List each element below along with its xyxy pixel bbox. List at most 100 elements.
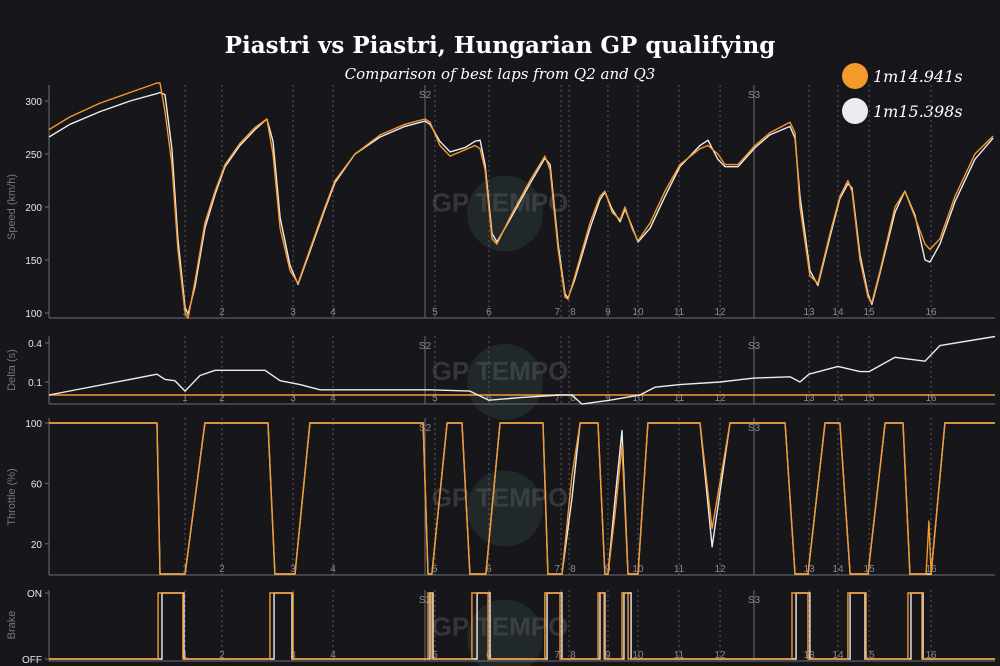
corner-label: 2: [219, 650, 225, 661]
sector-label: S3: [748, 595, 761, 606]
corner-label: 8: [570, 650, 576, 661]
watermark-logo-circle: [467, 344, 543, 420]
y-tick-label: ON: [27, 589, 42, 600]
chart-subtitle: Comparison of best laps from Q2 and Q3: [345, 65, 656, 83]
corner-label: 7: [555, 564, 561, 575]
corner-label: 11: [674, 393, 685, 404]
corner-label: 13: [803, 307, 815, 318]
corner-label: 15: [864, 393, 876, 404]
corner-label: 11: [674, 650, 685, 661]
corner-label: 2: [219, 307, 225, 318]
corner-label: 14: [832, 307, 844, 318]
legend-swatch-q3: [842, 63, 868, 89]
watermark-logo-circle: [467, 599, 543, 666]
y-tick-label: 250: [25, 150, 42, 161]
sector-label: S3: [748, 341, 761, 352]
sector-label: S3: [748, 423, 761, 434]
watermark-logo: GP TEMPO: [432, 356, 569, 386]
y-axis-title: Delta (s): [6, 349, 18, 391]
y-axis-title: Throttle (%): [6, 468, 18, 525]
corner-label: 8: [570, 564, 576, 575]
corner-label: 3: [290, 564, 296, 575]
legend-label-q3: 1m14.941s: [873, 67, 963, 86]
legend-swatch-q2: [842, 98, 868, 124]
corner-label: 11: [674, 307, 685, 318]
corner-label: 9: [605, 393, 611, 404]
watermark-logo-circle: [467, 470, 543, 547]
corner-label: 7: [555, 307, 561, 318]
corner-label: 1: [182, 650, 188, 661]
corner-label: 10: [632, 650, 644, 661]
watermark-logo: GP TEMPO: [432, 483, 569, 513]
speed-series-line: [48, 82, 994, 319]
corner-label: 12: [714, 564, 726, 575]
y-tick-label: 300: [25, 97, 42, 108]
y-tick-label: 200: [25, 203, 42, 214]
y-tick-label: 150: [25, 256, 42, 267]
corner-label: 12: [714, 393, 726, 404]
y-axis-title: Brake: [6, 611, 18, 640]
corner-label: 16: [926, 650, 938, 661]
corner-label: 14: [832, 564, 844, 575]
corner-label: 4: [330, 307, 336, 318]
watermark-logo: GP TEMPO: [432, 612, 569, 642]
brake-series-line: [49, 592, 995, 660]
delta-series-line: [48, 335, 996, 405]
legend: 1m14.941s 1m15.398s: [842, 63, 963, 124]
corner-label: 15: [864, 564, 876, 575]
y-tick-label: 0.1: [28, 378, 42, 389]
corner-label: 15: [864, 650, 876, 661]
corner-label: 16: [926, 307, 938, 318]
legend-label-q2: 1m15.398s: [873, 102, 963, 121]
corner-label: 9: [605, 650, 611, 661]
corner-label: 8: [570, 393, 576, 404]
corner-label: 16: [926, 393, 938, 404]
corner-label: 13: [803, 564, 815, 575]
sector-label: S2: [419, 423, 432, 434]
corner-label: 12: [714, 650, 726, 661]
corner-label: 5: [432, 307, 438, 318]
corner-label: 3: [290, 393, 296, 404]
corner-label: 4: [330, 393, 336, 404]
corner-label: 6: [486, 650, 492, 661]
y-tick-label: 100: [25, 419, 42, 430]
y-tick-label: 100: [25, 309, 42, 320]
corner-label: 13: [803, 393, 815, 404]
corner-label: 15: [864, 307, 876, 318]
y-axis-title: Speed (km/h): [6, 174, 18, 240]
corner-label: 6: [486, 564, 492, 575]
chart-title: Piastri vs Piastri, Hungarian GP qualify…: [225, 32, 776, 59]
corner-label: 6: [486, 307, 492, 318]
corner-label: 4: [330, 564, 336, 575]
corner-label: 1: [182, 393, 188, 404]
corner-label: 9: [605, 307, 611, 318]
corner-label: 5: [432, 650, 438, 661]
corner-label: 4: [330, 650, 336, 661]
sector-label: S3: [748, 90, 761, 101]
corner-label: 8: [570, 307, 576, 318]
corner-label: 11: [674, 564, 685, 575]
corner-label: 7: [555, 393, 561, 404]
corner-label: 12: [714, 307, 726, 318]
corner-label: 14: [832, 650, 844, 661]
corner-label: 7: [555, 650, 561, 661]
y-tick-label: 0.4: [28, 339, 42, 350]
y-tick-label: 20: [31, 540, 43, 551]
corner-label: 5: [432, 564, 438, 575]
watermark-logo: GP TEMPO: [432, 188, 569, 218]
y-tick-label: 60: [31, 479, 43, 490]
corner-label: 2: [219, 564, 225, 575]
sector-label: S2: [419, 595, 432, 606]
sector-label: S2: [419, 341, 432, 352]
corner-label: 6: [486, 393, 492, 404]
y-tick-label: OFF: [22, 655, 42, 666]
corner-label: 10: [632, 393, 644, 404]
throttle-series-line: [49, 422, 995, 575]
corner-label: 3: [290, 307, 296, 318]
